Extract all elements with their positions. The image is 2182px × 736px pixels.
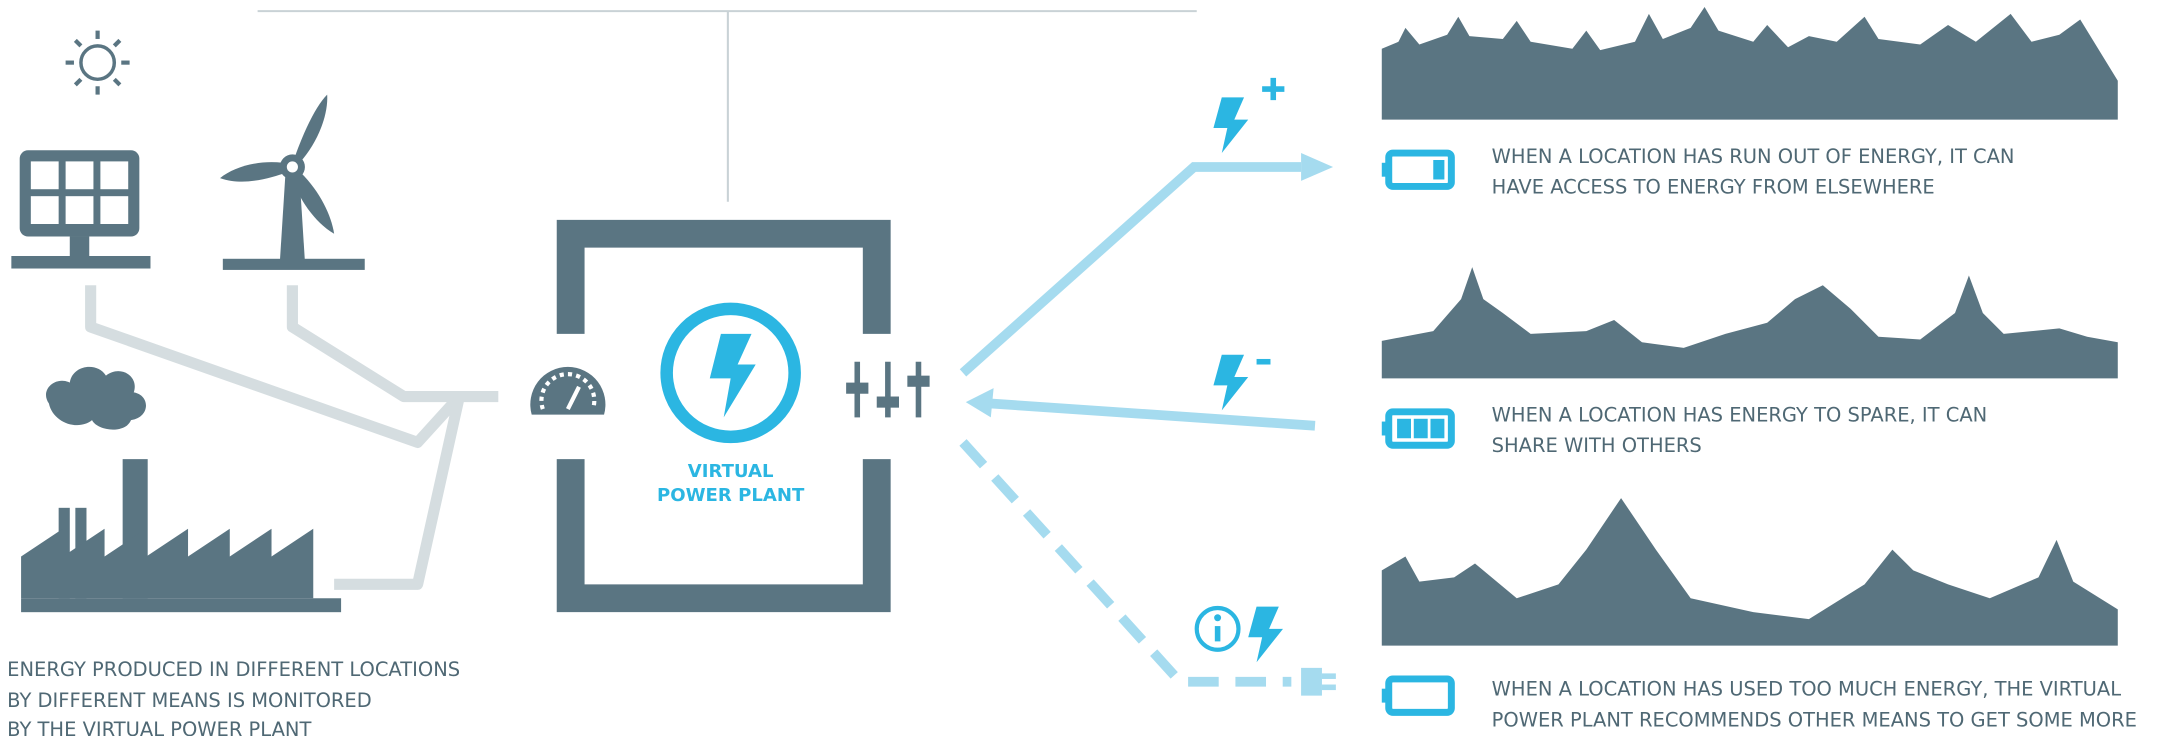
sources-caption: BY THE VIRTUAL POWER PLANT: [7, 718, 311, 736]
location-caption: POWER PLANT RECOMMENDS OTHER MEANS TO GE…: [1492, 708, 2137, 731]
sliders-icon: [846, 362, 929, 418]
sources-caption: ENERGY PRODUCED IN DIFFERENT LOCATIONS: [7, 658, 460, 681]
source-connectors: [91, 285, 499, 584]
location-caption: WHEN A LOCATION HAS ENERGY TO SPARE, IT …: [1492, 404, 1988, 427]
infographic: VIRTUAL POWER PLANT: [0, 0, 2182, 736]
sun-icon: [66, 31, 130, 95]
sources-caption: BY DIFFERENT MEANS IS MONITORED: [7, 689, 372, 712]
vpp-bolt-icon: [667, 309, 795, 437]
skylines: [1382, 7, 2118, 646]
wind-turbine-icon: [220, 95, 365, 270]
vpp-label: POWER PLANT: [657, 485, 805, 506]
vpp-label: VIRTUAL: [688, 461, 774, 482]
top-connector: [258, 11, 1197, 202]
location-caption: WHEN A LOCATION HAS RUN OUT OF ENERGY, I…: [1492, 145, 2015, 168]
gauge-icon: [530, 367, 605, 415]
solar-panel-icon: [11, 150, 150, 268]
location-caption: HAVE ACCESS TO ENERGY FROM ELSEWHERE: [1492, 175, 1935, 198]
energy-flows: [963, 167, 1315, 682]
location-caption: SHARE WITH OTHERS: [1492, 434, 1702, 457]
location-caption: WHEN A LOCATION HAS USED TOO MUCH ENERGY…: [1492, 678, 2122, 701]
vpp-frame: [571, 234, 877, 599]
